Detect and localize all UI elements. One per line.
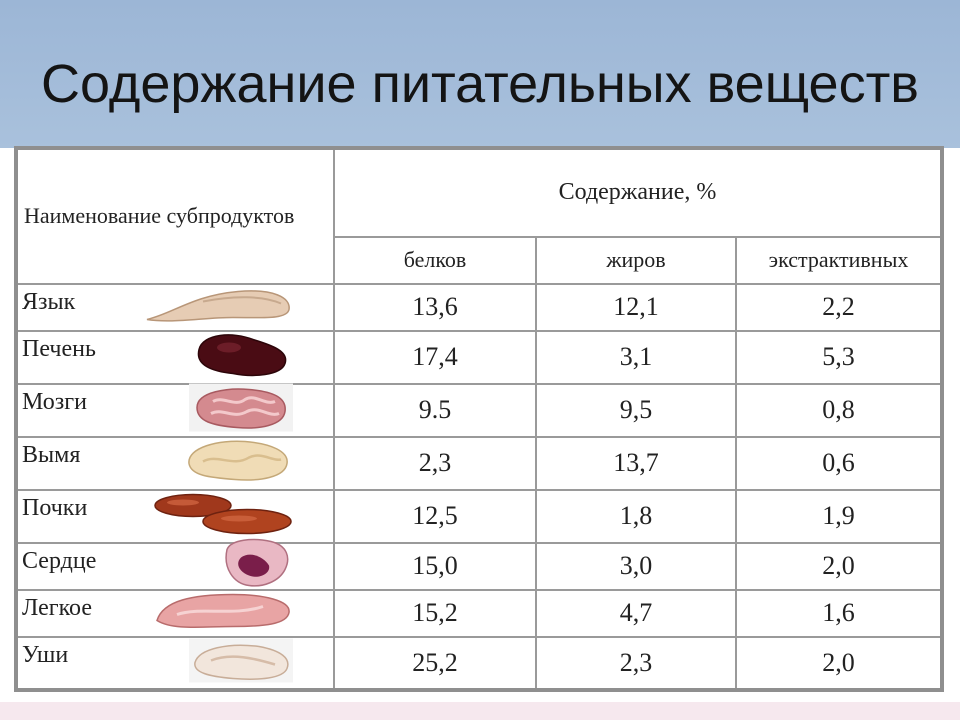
table-row: Мозги 9.5 9,5 0,8	[15, 382, 944, 438]
table-row: Легкое 15,2 4,7 1,6	[15, 588, 944, 638]
kidneys-icon	[153, 492, 293, 541]
row-name-cell: Печень	[15, 329, 335, 385]
row-name: Язык	[22, 288, 76, 315]
table-row: Уши 25,2 2,3 2,0	[15, 635, 944, 692]
brains-icon	[189, 383, 293, 437]
table-row: Сердце 15,0 3,0 2,0	[15, 539, 944, 591]
protein-value: 15,2	[333, 588, 537, 638]
fat-value: 1,8	[535, 488, 737, 544]
title-band: Содержание питательных веществ	[0, 0, 960, 148]
fat-value: 9,5	[535, 382, 737, 438]
header-fats: жиров	[535, 235, 737, 285]
protein-value: 25,2	[333, 635, 537, 692]
fat-value: 12,1	[535, 282, 737, 332]
fat-value: 4,7	[535, 588, 737, 638]
protein-value: 2,3	[333, 435, 537, 491]
row-name-cell: Вымя	[15, 435, 335, 491]
extractive-value: 0,8	[734, 382, 944, 438]
extractive-value: 1,6	[734, 588, 944, 638]
protein-value: 15,0	[333, 541, 537, 591]
row-name-cell: Мозги	[15, 382, 335, 438]
heart-icon	[219, 538, 293, 595]
fat-value: 3,1	[535, 329, 737, 385]
header-row-sub: белков жиров экстрактивных	[16, 235, 944, 285]
table-row: Почки 12,5 1,8 1,9	[15, 488, 944, 544]
liver-icon	[193, 330, 293, 385]
udder-icon	[183, 438, 293, 489]
fat-value: 3,0	[535, 541, 737, 591]
row-name: Легкое	[22, 594, 92, 621]
row-name-cell: Уши	[15, 635, 335, 692]
extractive-value: 2,2	[734, 282, 944, 332]
row-name-cell: Язык	[15, 282, 335, 332]
lung-icon	[153, 591, 293, 636]
nutrition-table-wrapper: Наименование субпродуктов Содержание, % …	[14, 146, 945, 692]
row-name: Сердце	[22, 547, 97, 574]
bottom-band	[0, 702, 960, 720]
row-name: Печень	[22, 335, 96, 362]
extractive-value: 2,0	[734, 541, 944, 591]
header-proteins: белков	[333, 235, 537, 285]
extractive-value: 1,9	[734, 488, 944, 544]
row-name-cell: Легкое	[15, 588, 335, 638]
row-name: Вымя	[22, 441, 81, 468]
extractive-value: 2,0	[734, 635, 944, 692]
header-extractives: экстрактивных	[734, 235, 944, 285]
slide-title: Содержание питательных веществ	[40, 54, 919, 114]
tongue-icon	[143, 284, 293, 331]
table-row: Язык 13,6 12,1 2,2	[15, 282, 944, 332]
row-name: Мозги	[22, 388, 87, 415]
fat-value: 13,7	[535, 435, 737, 491]
row-name: Уши	[22, 641, 69, 668]
nutrition-table: Наименование субпродуктов Содержание, % …	[14, 146, 945, 692]
fat-value: 2,3	[535, 635, 737, 692]
header-content: Содержание, %	[332, 147, 944, 238]
protein-value: 17,4	[333, 329, 537, 385]
row-name-cell: Почки	[15, 488, 335, 544]
row-name-cell: Сердце	[15, 539, 335, 591]
row-name: Почки	[22, 494, 88, 521]
extractive-value: 5,3	[734, 329, 944, 385]
protein-value: 9.5	[333, 382, 537, 438]
header-row-top: Наименование субпродуктов Содержание, %	[15, 147, 944, 285]
protein-value: 13,6	[333, 282, 537, 332]
extractive-value: 0,6	[734, 435, 944, 491]
protein-value: 12,5	[333, 488, 537, 544]
header-name: Наименование субпродуктов	[15, 147, 335, 285]
ears-icon	[189, 638, 293, 687]
table-row: Вымя 2,3 13,7 0,6	[15, 435, 944, 491]
table-row: Печень 17,4 3,1 5,3	[15, 329, 944, 385]
